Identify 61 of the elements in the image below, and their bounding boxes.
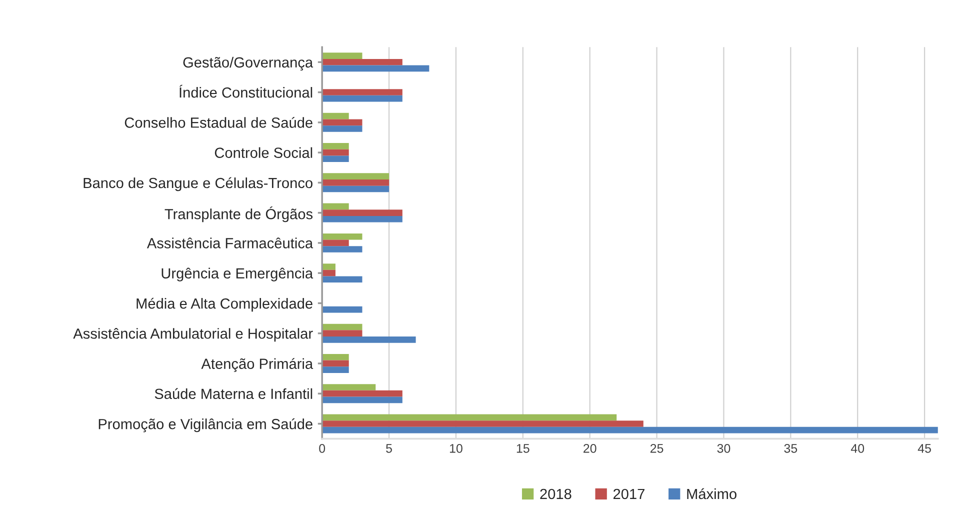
bar [322, 354, 349, 360]
x-tick-label: 20 [584, 444, 596, 453]
bar [322, 233, 362, 240]
bar [322, 143, 349, 150]
bar [322, 240, 349, 246]
legend-label: 2017 [613, 488, 644, 500]
x-tick-label: 25 [650, 444, 664, 453]
bar [322, 330, 362, 336]
bar [322, 324, 362, 330]
bar [322, 276, 362, 283]
legend-label: 2018 [540, 488, 572, 500]
x-tick-label: 10 [450, 444, 462, 453]
bar [322, 52, 362, 59]
bar [322, 112, 349, 120]
x-tick-label: 45 [918, 444, 931, 453]
bar [322, 203, 349, 210]
y-tick-label: Assistência Ambulatorial e Hospitalar [73, 328, 313, 342]
legend-label: Máximo [687, 488, 736, 500]
y-tick-label: Banco de Sangue e Células-Tronco [84, 177, 312, 192]
bar [322, 180, 390, 186]
bar [322, 95, 402, 102]
bar [322, 156, 349, 162]
y-tick-label: Índice Constitucional [179, 84, 312, 98]
y-tick-label: Gestão/Governança [183, 56, 314, 71]
bar [322, 210, 402, 216]
bar [322, 420, 644, 427]
bar [322, 390, 402, 397]
bar [322, 414, 617, 421]
y-tick-label: Conselho Estadual de Saúde [124, 116, 312, 128]
bar [322, 366, 349, 373]
bar [322, 119, 362, 126]
bar [322, 306, 362, 313]
y-tick-label: Urgência e Emergência [162, 268, 314, 282]
x-tick-label: 0 [319, 444, 326, 453]
bar [322, 426, 938, 434]
bar [322, 264, 336, 270]
x-tick-label: 30 [717, 444, 730, 453]
bar [322, 126, 362, 132]
y-tick-label: Saúde Materna e Infantil [154, 388, 312, 400]
bar [322, 173, 390, 180]
bar [322, 186, 390, 192]
y-tick-label: Atenção Primária [201, 358, 314, 372]
x-tick-label: 15 [516, 444, 530, 453]
bar [322, 246, 362, 252]
x-tick-label: 35 [784, 444, 798, 453]
x-tick-label: 40 [850, 444, 864, 453]
y-tick-label: Média e Alta Complexidade [136, 298, 312, 312]
bar [322, 65, 430, 72]
bar [322, 336, 416, 343]
x-tick-label: 5 [386, 444, 392, 453]
bar [322, 58, 402, 66]
bar [322, 89, 402, 96]
y-tick-label: Assistência Farmacêutica [146, 238, 314, 248]
bar [322, 216, 402, 222]
bar [322, 396, 402, 404]
y-tick-label: Transplante de Órgãos [164, 206, 313, 222]
y-tick-label: Controle Social [214, 147, 312, 158]
bar [322, 384, 376, 390]
y-tick-label: Promoção e Vigilância em Saúde [98, 418, 312, 432]
bar [322, 149, 349, 156]
bar [322, 360, 349, 367]
